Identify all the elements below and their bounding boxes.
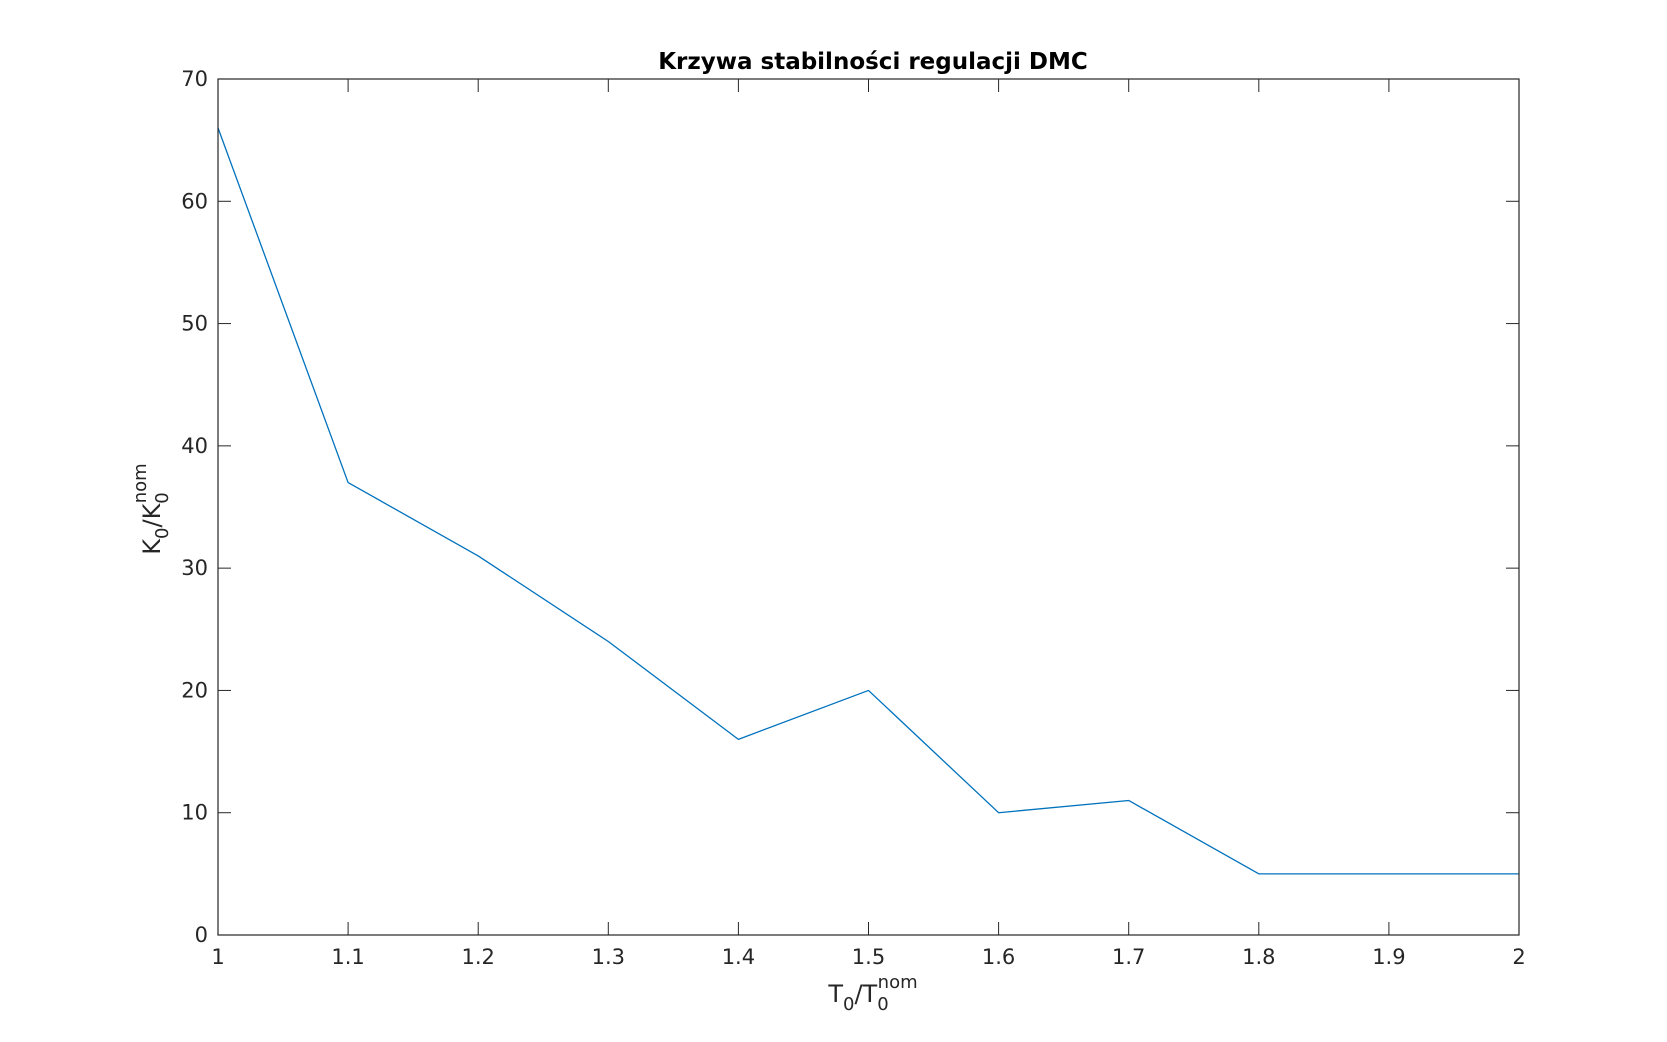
- y-tick-label: 30: [181, 556, 208, 580]
- y-tick-label: 60: [181, 189, 208, 213]
- y-axis-label: K0/K0nom: [130, 463, 173, 554]
- x-tick-label: 2: [1512, 945, 1525, 969]
- chart-title: Krzywa stabilności regulacji DMC: [658, 49, 1088, 75]
- x-tick-label: 1.4: [722, 945, 755, 969]
- y-tick-label: 40: [181, 434, 208, 458]
- y-axis-label-slash: /K: [138, 502, 166, 527]
- x-tick-label: 1.6: [982, 945, 1015, 969]
- x-tick-label: 1.8: [1242, 945, 1275, 969]
- x-axis-label-sup: nom: [878, 972, 918, 993]
- x-axis-label-slash: /T: [854, 980, 877, 1008]
- y-tick-label: 10: [181, 801, 208, 825]
- x-axis-label-base: T: [827, 980, 843, 1008]
- y-axis-label-sup: nom: [130, 463, 151, 503]
- y-tick-label: 50: [181, 312, 208, 336]
- x-axis-label-sub1: 0: [843, 994, 854, 1015]
- x-tick-label: 1.1: [331, 945, 364, 969]
- y-tick-label: 0: [195, 923, 208, 947]
- x-tick-label: 1.2: [461, 945, 494, 969]
- y-axis-label-sub1: 0: [152, 528, 173, 539]
- y-tick-label: 20: [181, 678, 208, 702]
- x-tick-label: 1.7: [1112, 945, 1145, 969]
- plot-frame: [217, 78, 1520, 936]
- y-axis-label-sub2: 0: [152, 492, 173, 503]
- x-tick-label: 1.3: [592, 945, 625, 969]
- x-axis-label-sub2: 0: [877, 994, 888, 1015]
- y-tick-label: 70: [181, 67, 208, 91]
- x-tick-label: 1.9: [1372, 945, 1405, 969]
- y-axis-label-base: K: [138, 538, 166, 555]
- x-tick-label: 1.5: [852, 945, 885, 969]
- x-tick-label: 1: [211, 945, 224, 969]
- x-axis-label: T0/T0nom: [827, 972, 917, 1015]
- plot-area: [218, 79, 1519, 935]
- series-line: [217, 127, 1519, 875]
